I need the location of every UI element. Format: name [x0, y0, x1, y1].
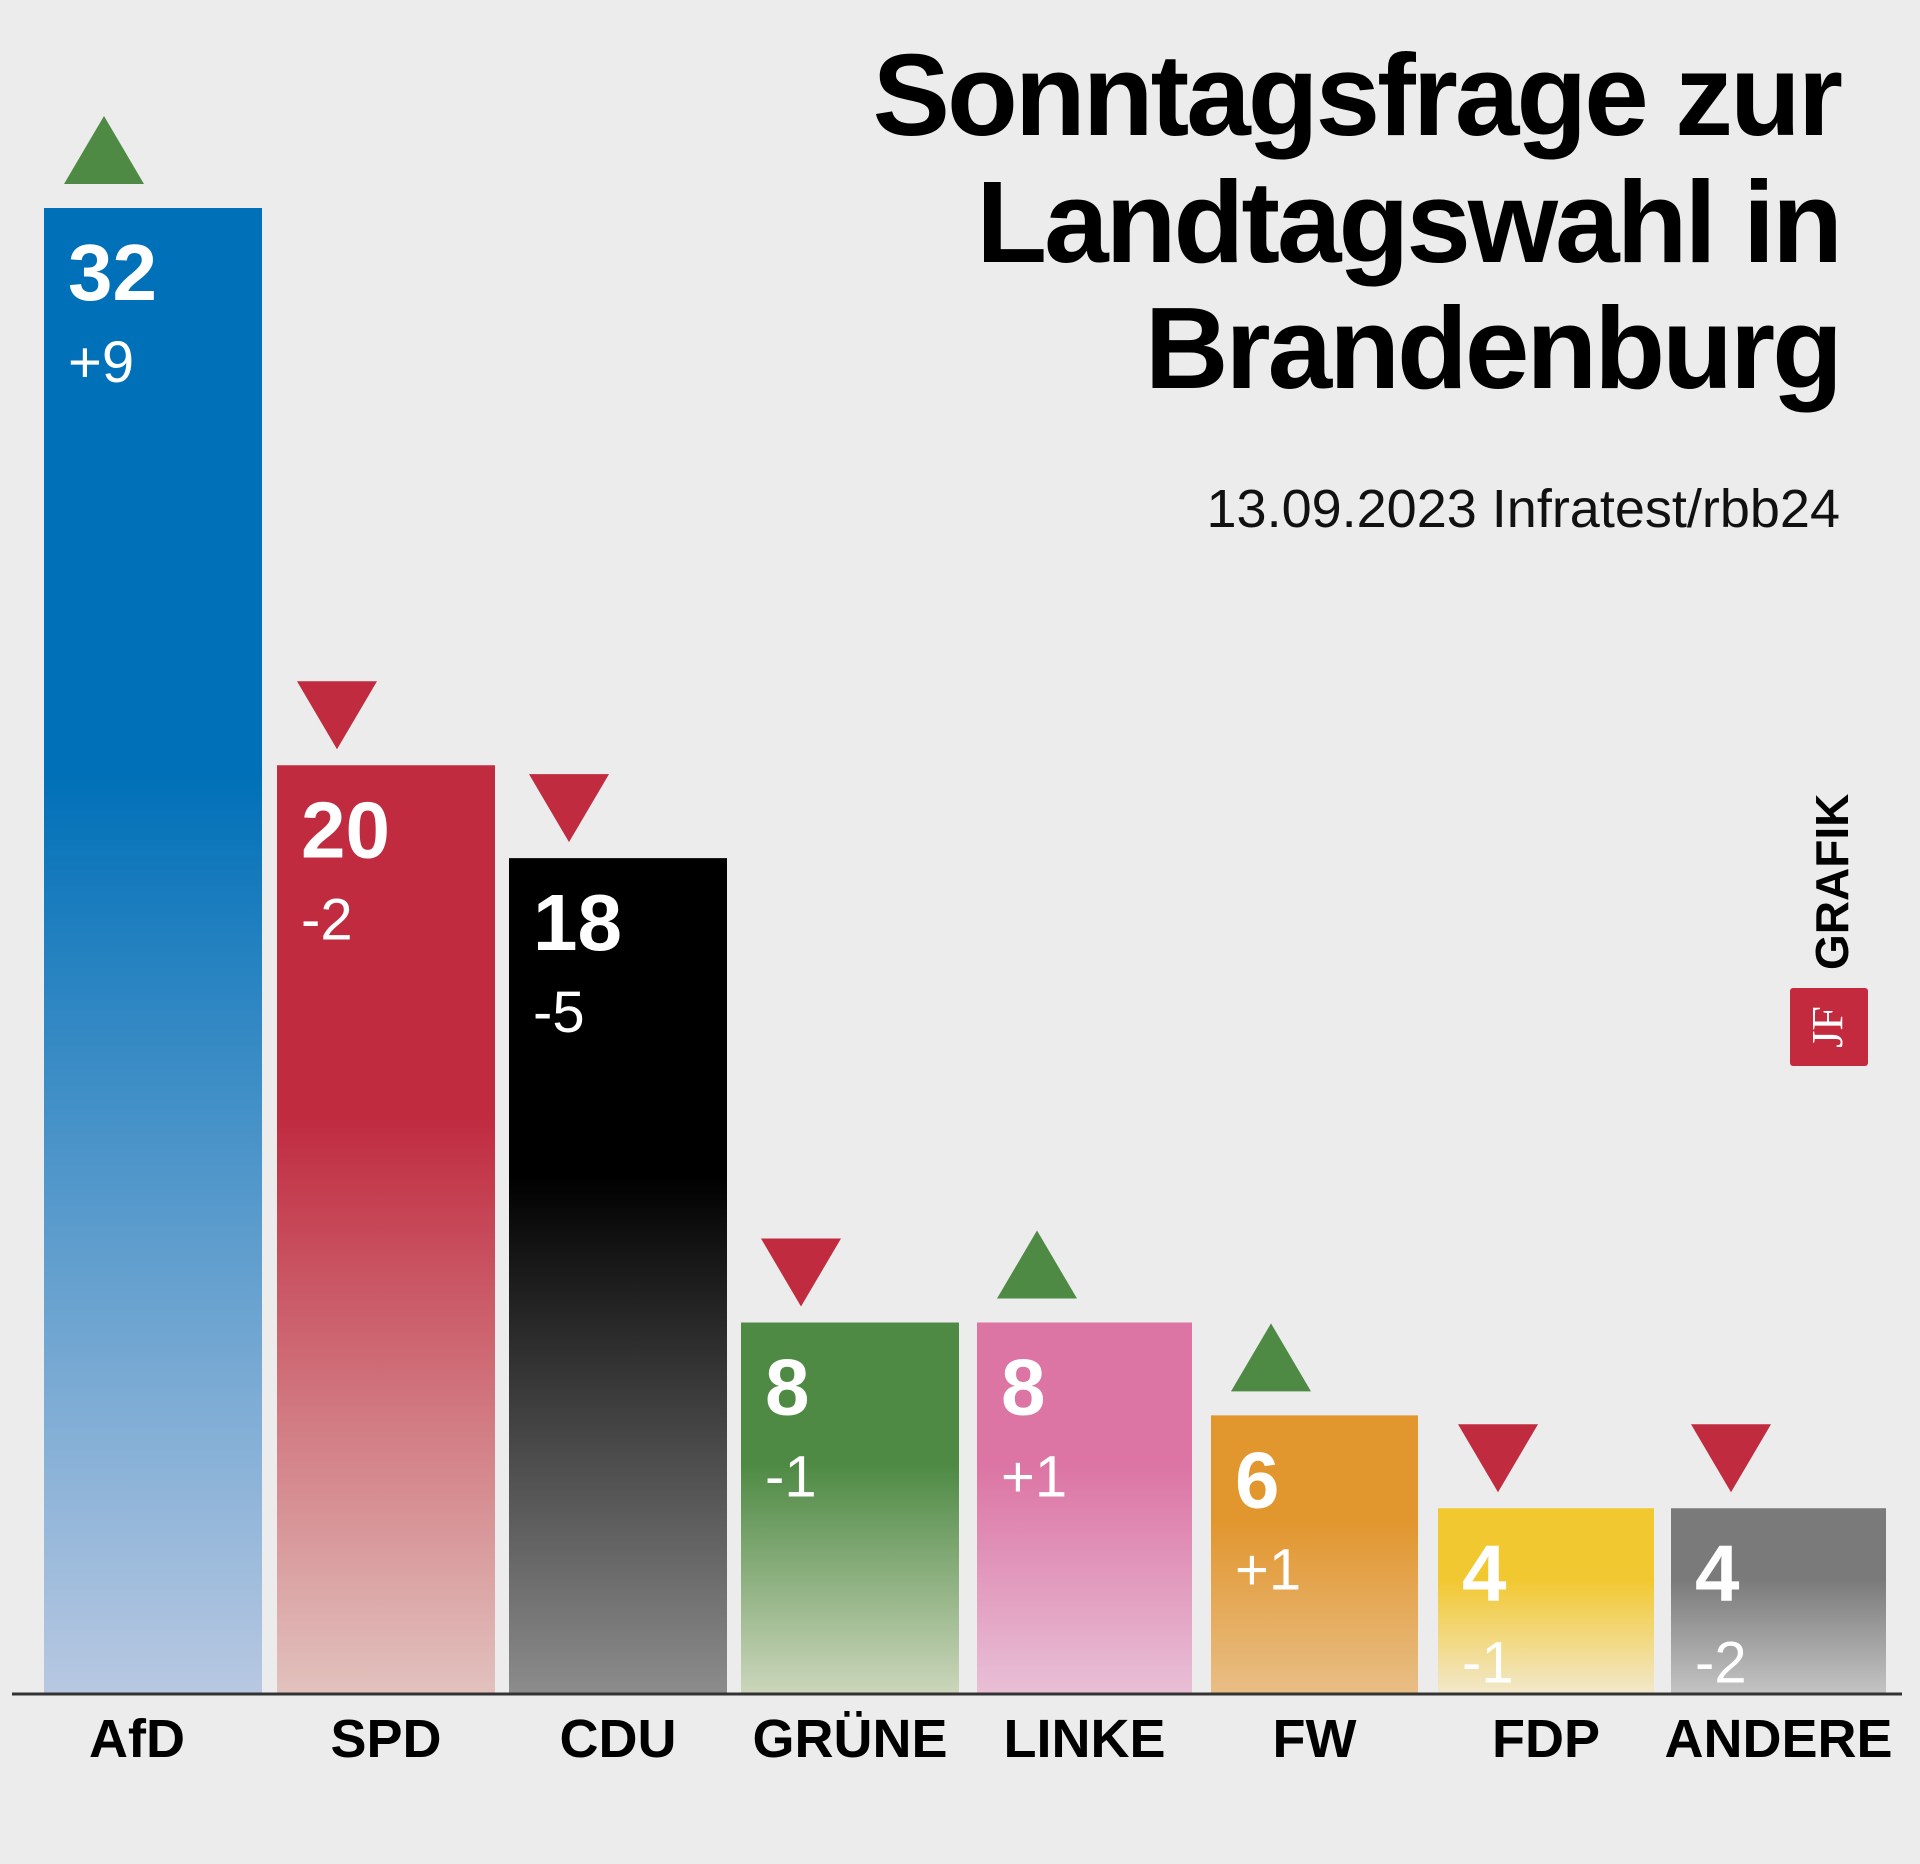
change-label: +9 — [68, 330, 134, 395]
change-label: -2 — [301, 887, 353, 952]
change-label: -1 — [1462, 1630, 1514, 1695]
category-label: FDP — [1492, 1709, 1600, 1769]
trend-down-icon — [761, 1238, 841, 1307]
bar-andere — [1671, 1508, 1886, 1694]
category-label: SPD — [330, 1709, 441, 1769]
trend-up-icon — [64, 116, 144, 184]
value-label: 4 — [1695, 1528, 1740, 1617]
category-label: CDU — [560, 1709, 677, 1769]
chart-title-line-1: Sonntagsfrage zur — [873, 30, 1842, 160]
chart-title-line-2: Landtagswahl in — [976, 157, 1840, 287]
value-label: 4 — [1462, 1528, 1507, 1617]
bars-group: 32 +9 AfD 20 -2 SPD 18 -5 CDU 8 -1 GRÜNE 8 +1 LINKE 6 +1… — [44, 116, 1893, 1769]
bar-linke — [977, 1322, 1192, 1694]
change-label: +1 — [1235, 1537, 1301, 1602]
value-label: 20 — [301, 785, 390, 874]
chart-title-line-3: Brandenburg — [1145, 283, 1840, 413]
grafik-label: GRAFIK — [1806, 794, 1858, 970]
bar-fw — [1211, 1415, 1418, 1694]
trend-down-icon — [297, 681, 377, 750]
jf-logo: JF — [1790, 988, 1868, 1066]
trend-down-icon — [1691, 1424, 1771, 1493]
jf-logo-text: JF — [1803, 1006, 1852, 1048]
change-label: -1 — [765, 1445, 817, 1510]
category-label: ANDERE — [1664, 1709, 1892, 1769]
bar-cdu — [509, 858, 727, 1694]
category-label: FW — [1273, 1709, 1357, 1769]
chart-subtitle: 13.09.2023 Infratest/rbb24 — [1207, 479, 1840, 539]
change-label: +1 — [1001, 1445, 1067, 1510]
change-label: -5 — [533, 980, 585, 1045]
category-label: GRÜNE — [752, 1709, 947, 1769]
value-label: 18 — [533, 878, 622, 967]
value-label: 8 — [1001, 1343, 1046, 1432]
bar-spd — [277, 765, 495, 1694]
bar-afd — [44, 208, 262, 1694]
bar-grüne — [741, 1322, 959, 1694]
category-label: AfD — [89, 1709, 185, 1769]
trend-up-icon — [997, 1230, 1077, 1299]
trend-down-icon — [529, 774, 609, 843]
value-label: 6 — [1235, 1435, 1280, 1524]
bar-fdp — [1438, 1508, 1654, 1694]
trend-down-icon — [1458, 1424, 1538, 1493]
trend-up-icon — [1231, 1323, 1311, 1392]
category-label: LINKE — [1004, 1709, 1166, 1769]
value-label: 8 — [765, 1343, 810, 1432]
change-label: -2 — [1695, 1630, 1747, 1695]
value-label: 32 — [68, 228, 157, 317]
